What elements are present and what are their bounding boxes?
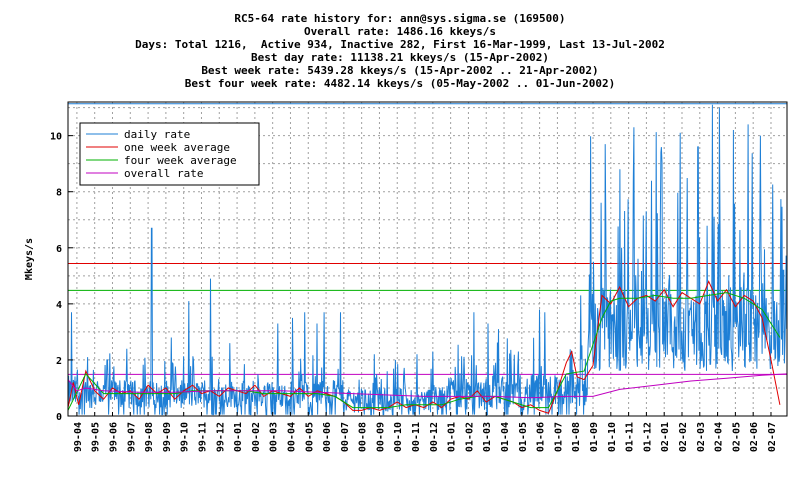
plot-frame <box>67 101 788 417</box>
series-one-week-average <box>67 280 781 414</box>
best-day-line: Best day rate: 11138.21 kkeys/s (15-Apr-… <box>250 51 549 64</box>
x-tick-label: 00-08 <box>358 422 369 452</box>
legend-box <box>79 122 260 186</box>
x-tick-label: 01-09 <box>589 422 600 452</box>
series-overall-rate <box>67 373 788 399</box>
x-tick-label: 00-10 <box>393 422 404 452</box>
x-tick-label: 00-06 <box>322 422 333 452</box>
series-daily-rate <box>67 104 788 416</box>
x-tick-label: 99-10 <box>180 422 191 452</box>
x-tick-label: 99-05 <box>91 422 102 452</box>
days-summary-line: Days: Total 1216, Active 934, Inactive 2… <box>135 38 665 51</box>
x-tick-label: 99-09 <box>162 422 173 452</box>
x-tick-label: 01-10 <box>607 422 618 452</box>
x-tick-label: 01-12 <box>642 422 653 452</box>
x-tick-label: 99-06 <box>108 422 119 452</box>
x-tick-label: 01-11 <box>625 422 636 452</box>
x-tick-label: 99-04 <box>73 422 84 452</box>
x-tick-label: 01-07 <box>553 422 564 452</box>
legend-entry: overall rate <box>124 167 203 180</box>
y-tick-label: 10 <box>50 132 62 143</box>
x-tick-label: 00-02 <box>251 422 262 452</box>
x-tick-label: 00-01 <box>233 422 244 452</box>
overall-rate-line: Overall rate: 1486.16 kkeys/s <box>303 25 497 38</box>
x-tick-label: 01-03 <box>482 422 493 452</box>
x-tick-label: 02-04 <box>714 422 725 452</box>
x-tick-label: 01-05 <box>518 422 529 452</box>
x-tick-label: 01-02 <box>464 422 475 452</box>
x-tick-label: 99-08 <box>144 422 155 452</box>
legend-entry: four week average <box>124 154 237 167</box>
x-tick-label: 00-04 <box>286 422 297 452</box>
x-tick-label: 00-12 <box>429 422 440 452</box>
y-tick-label: 4 <box>56 300 62 311</box>
y-tick-label: 8 <box>56 188 62 199</box>
x-tick-label: 00-03 <box>269 422 280 452</box>
x-tick-label: 02-06 <box>749 422 760 452</box>
x-tick-label: 02-07 <box>767 422 778 452</box>
axis-ticks: 0 2 4 6 8 10 99-04 99-05 99-06 99-07 99-08 99-09 99-… <box>50 132 778 452</box>
best-four-week-line: Best four week rate: 4482.14 kkeys/s (05… <box>184 77 616 90</box>
x-tick-label: 00-07 <box>340 422 351 452</box>
x-tick-label: 99-12 <box>215 422 226 452</box>
x-tick-label: 02-01 <box>660 422 671 452</box>
chart-title: RC5-64 rate history for: ann@sys.sigma.s… <box>234 12 566 25</box>
series-lines <box>67 104 788 416</box>
x-tick-label: 02-05 <box>731 422 742 452</box>
x-tick-label: 01-08 <box>571 422 582 452</box>
x-tick-label: 00-11 <box>411 422 422 452</box>
x-tick-label: 99-07 <box>126 422 137 452</box>
legend-entry: daily rate <box>124 128 190 141</box>
x-tick-label: 00-09 <box>375 422 386 452</box>
y-axis-label: Mkeys/s <box>24 238 35 280</box>
x-tick-label: 99-11 <box>197 422 208 452</box>
y-tick-label: 0 <box>56 412 62 423</box>
y-tick-label: 2 <box>56 356 62 367</box>
legend-entry: one week average <box>124 141 230 154</box>
x-tick-label: 00-05 <box>304 422 315 452</box>
x-tick-label: 02-02 <box>678 422 689 452</box>
x-tick-label: 01-06 <box>536 422 547 452</box>
y-tick-label: 6 <box>56 244 62 255</box>
x-tick-label: 01-01 <box>447 422 458 452</box>
best-week-line: Best week rate: 5439.28 kkeys/s (15-Apr-… <box>201 64 599 77</box>
x-tick-label: 01-04 <box>500 422 511 452</box>
x-tick-label: 02-03 <box>696 422 707 452</box>
